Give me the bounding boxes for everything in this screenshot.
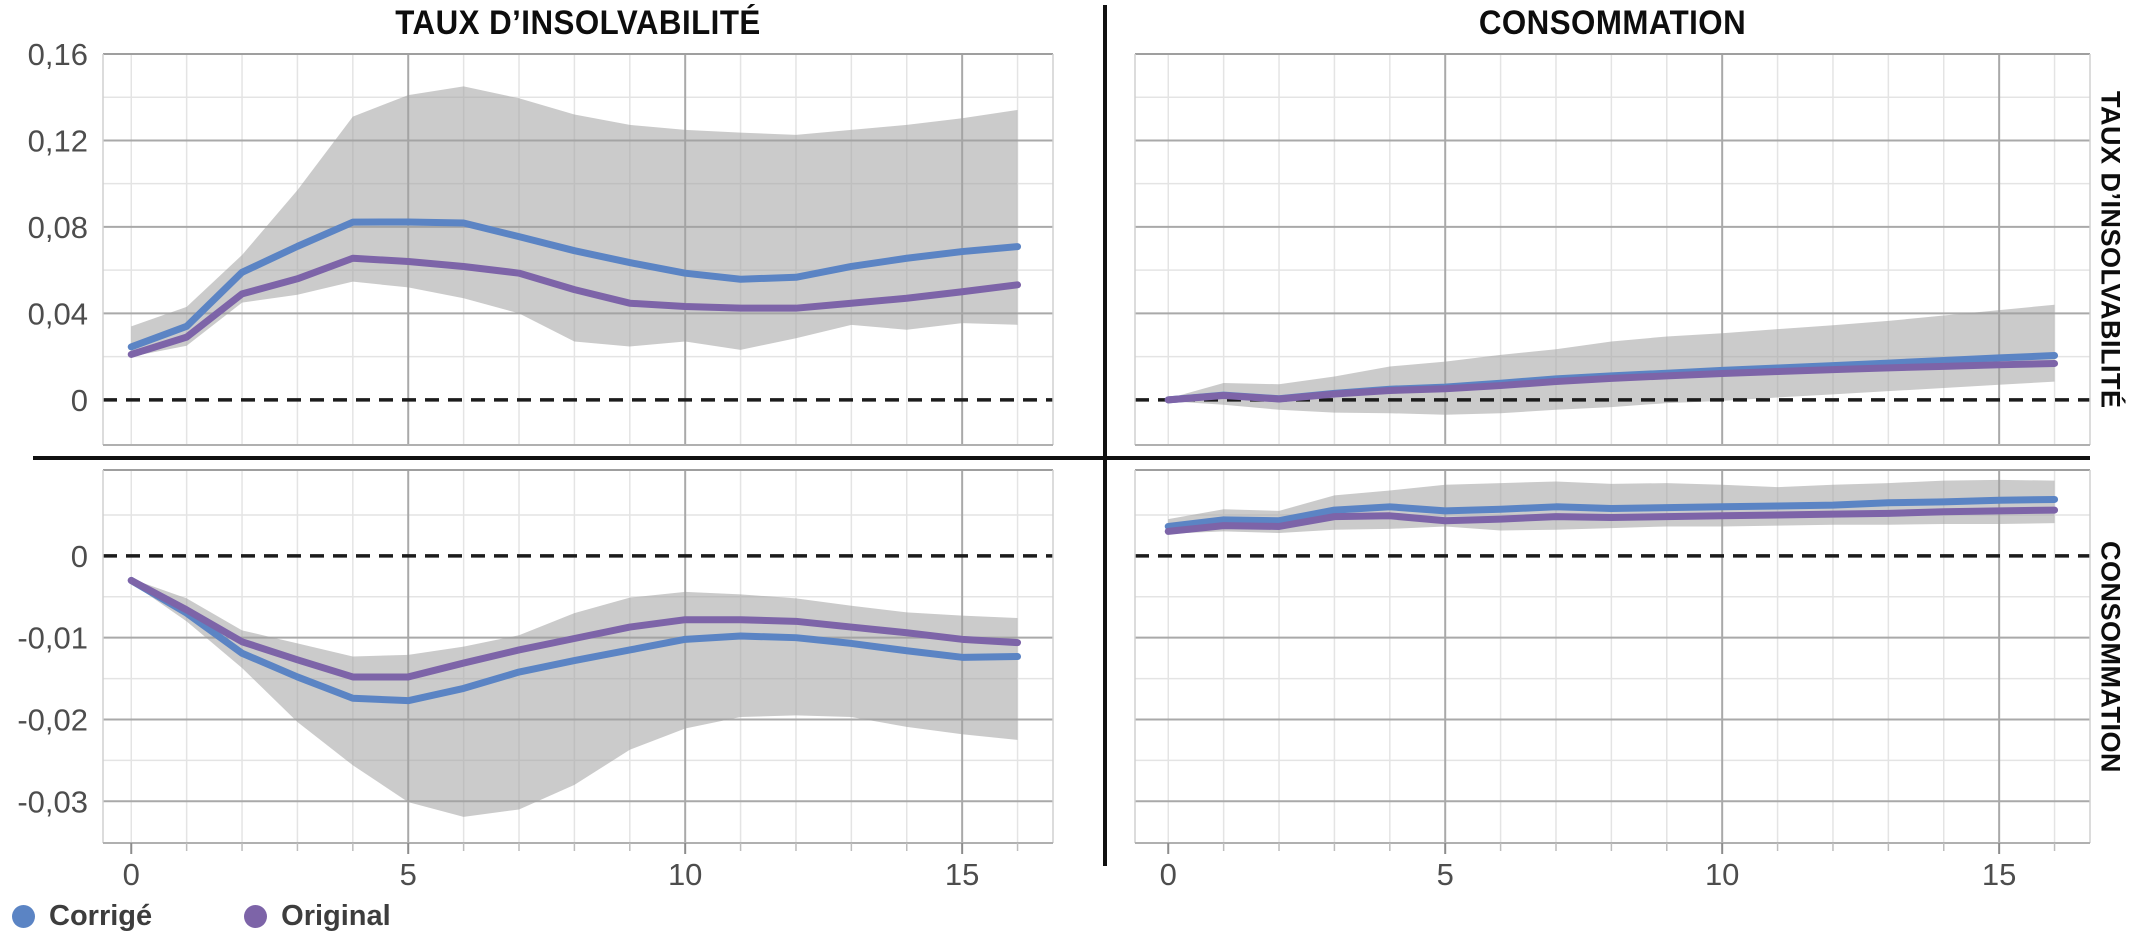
series-line-original bbox=[1164, 360, 2059, 404]
legend: Corrigé Original bbox=[12, 900, 391, 933]
x-tick-label: 0 bbox=[123, 857, 140, 892]
confidence-band bbox=[131, 86, 1018, 357]
x-tick-label: 15 bbox=[1982, 857, 2016, 892]
y-tick-label: -0,03 bbox=[17, 784, 88, 819]
legend-label-corrige: Corrigé bbox=[49, 900, 153, 932]
y-tick-label: -0,02 bbox=[17, 702, 88, 737]
x-tick-label: 0 bbox=[1160, 857, 1177, 892]
y-tick-label: 0 bbox=[71, 539, 88, 574]
x-tick-label: 5 bbox=[1437, 857, 1454, 892]
y-tick-label: 0 bbox=[71, 383, 88, 418]
legend-dot-original-icon bbox=[244, 905, 268, 928]
row-label-insolvency: TAUX D’INSOLVABILITÉ bbox=[2095, 90, 2126, 409]
column-title-consumption: CONSOMMATION bbox=[1478, 4, 1747, 42]
x-tick-label: 10 bbox=[1705, 857, 1739, 892]
panel-conso-shock-conso-response: 0 5 10 15 bbox=[1134, 469, 2091, 892]
x-tick-label: 15 bbox=[945, 857, 979, 892]
column-title-insolvency: TAUX D’INSOLVABILITÉ bbox=[395, 4, 761, 42]
panel-taux-shock-taux-response: 0,16 0,12 0,08 0,04 0 bbox=[28, 37, 1054, 446]
x-tick-label: 5 bbox=[400, 857, 417, 892]
legend-dot-corrige-icon bbox=[12, 905, 35, 928]
legend-item-original: Original bbox=[244, 900, 391, 933]
y-tick-label: 0,12 bbox=[28, 123, 88, 158]
series-line-original bbox=[1164, 506, 2059, 535]
row-label-consumption: CONSOMMATION bbox=[2095, 540, 2126, 773]
series-line-corrigé bbox=[127, 576, 1022, 705]
y-tick-label: -0,01 bbox=[17, 621, 88, 656]
series-line-corrigé bbox=[1164, 495, 2059, 530]
panel-taux-shock-conso-response: 0 5 10 15 0 -0,01 -0,02 -0,03 bbox=[17, 469, 1054, 892]
legend-item-corrige: Corrigé bbox=[12, 900, 152, 933]
series-line-original bbox=[127, 254, 1022, 358]
panel-conso-shock-taux-response bbox=[1134, 53, 2091, 446]
series-line-original bbox=[127, 576, 1022, 681]
y-tick-label: 0,08 bbox=[28, 210, 88, 245]
confidence-band bbox=[131, 578, 1018, 817]
y-tick-label: 0,16 bbox=[28, 37, 88, 72]
y-tick-label: 0,04 bbox=[28, 296, 88, 331]
legend-label-original: Original bbox=[281, 900, 391, 932]
series-line-corrigé bbox=[127, 218, 1022, 351]
x-tick-label: 10 bbox=[668, 857, 702, 892]
